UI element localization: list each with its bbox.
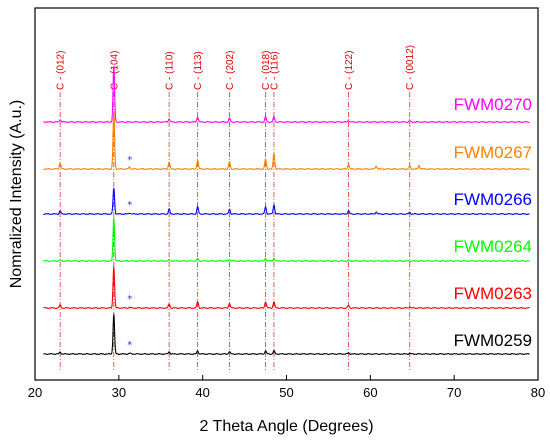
reference-peak-label: C - (202) [225,51,236,90]
series-line [43,65,530,124]
series-group: FWM0270FWM0267*FWM0266*FWM0264FWM0263*FW… [43,65,532,356]
series-label: FWM0270 [454,95,532,114]
series-fwm0267: FWM0267 * [43,111,532,171]
x-tick-label: 50 [279,385,293,400]
impurity-marker: * [127,155,132,166]
series-label: FWM0266 [454,190,532,209]
series-label: FWM0259 [454,331,532,350]
x-tick-label: 40 [195,385,209,400]
x-tick-label: 20 [28,385,42,400]
series-line [43,217,530,263]
x-axis: 20 30 40 50 60 70 80 [28,375,545,400]
x-axis-title: 2 Theta Angle (Degrees) [199,418,373,435]
series-line [43,314,530,356]
reference-peak-label: C - (104) [109,51,120,90]
impurity-marker: * [127,294,132,305]
y-axis-title: Nomralized Intensity (A.u.) [8,100,25,289]
series-line [43,266,530,310]
x-tick-label: 30 [112,385,126,400]
reference-lines: C - (012) C - (104) C - (110) C - (113) C - … [56,45,416,372]
reference-peak-label: C - (113) [193,51,204,90]
impurity-marker: * [127,200,132,211]
series-line [43,111,530,171]
reference-peak-label: C - (122) [344,51,355,90]
series-fwm0259: FWM0259 * [43,314,532,356]
series-line [43,187,530,216]
x-tick-label: 60 [363,385,377,400]
reference-peak-label: C - (018) [261,51,272,90]
impurity-marker: * [127,340,132,351]
reference-peak-label: C - (0012) [405,45,416,90]
x-tick-label: 70 [447,385,461,400]
series-fwm0263: FWM0263 * [43,266,532,310]
series-label: FWM0264 [454,237,532,256]
reference-peak-label: C - (116) [269,51,280,90]
x-tick-label: 80 [531,385,545,400]
series-fwm0266: FWM0266 * [43,187,532,216]
reference-peak-label: C - (012) [56,51,67,90]
series-label: FWM0263 [454,284,532,303]
series-label: FWM0267 [454,143,532,162]
reference-peak-label: C - (110) [165,51,176,90]
series-fwm0264: FWM0264 [43,217,532,263]
series-fwm0270: FWM0270 [43,65,532,124]
